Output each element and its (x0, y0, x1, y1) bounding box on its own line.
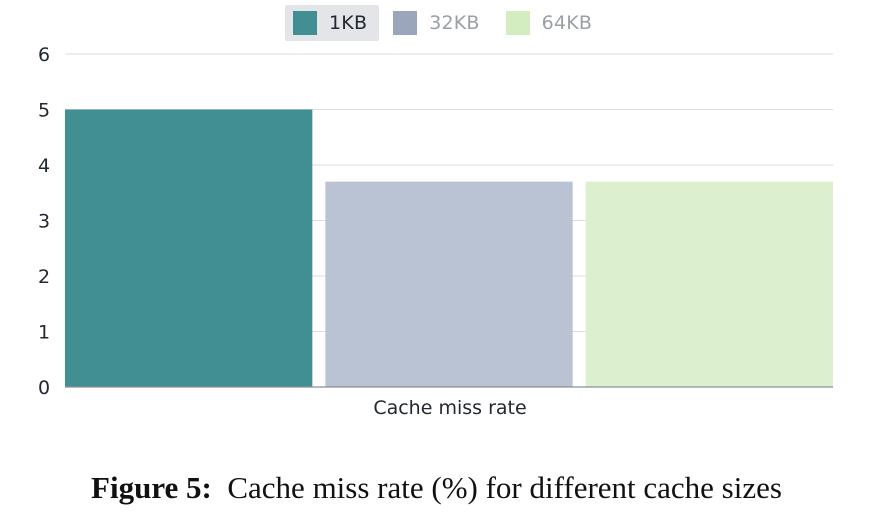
legend-label-32kb: 32KB (429, 12, 480, 34)
y-tick-label-2: 2 (38, 266, 50, 288)
legend-label-1kb: 1KB (329, 12, 368, 34)
y-tick-label-0: 0 (38, 377, 50, 399)
figure-caption-label: Figure 5: (91, 470, 212, 505)
legend-swatch-1kb (293, 11, 317, 35)
legend-swatch-32kb (393, 11, 418, 35)
y-tick-label-3: 3 (38, 211, 50, 233)
figure-caption-text: Cache miss rate (%) for different cache … (227, 470, 782, 505)
legend-item-64kb[interactable]: 64KB (498, 5, 604, 41)
y-tick-label-4: 4 (38, 155, 50, 177)
y-tick-label-1: 1 (38, 322, 50, 344)
legend-item-1kb[interactable]: 1KB (285, 5, 380, 41)
bar-chart: 0 1 2 3 4 5 6 Cache miss rate (38, 44, 833, 419)
legend-item-32kb[interactable]: 32KB (385, 5, 491, 41)
legend-label-64kb: 64KB (541, 12, 593, 34)
bar-1kb (65, 109, 313, 387)
y-tick-label-5: 5 (38, 100, 50, 122)
legend-swatch-64kb (505, 11, 530, 35)
chart-legend: 1KB 32KB 64KB (285, 5, 610, 41)
bar-32kb (325, 181, 573, 387)
y-tick-label-6: 6 (38, 44, 50, 66)
figure-caption: Figure 5: Cache miss rate (%) for differ… (0, 470, 873, 506)
bar-64kb (585, 181, 833, 387)
x-category-label: Cache miss rate (373, 397, 526, 419)
